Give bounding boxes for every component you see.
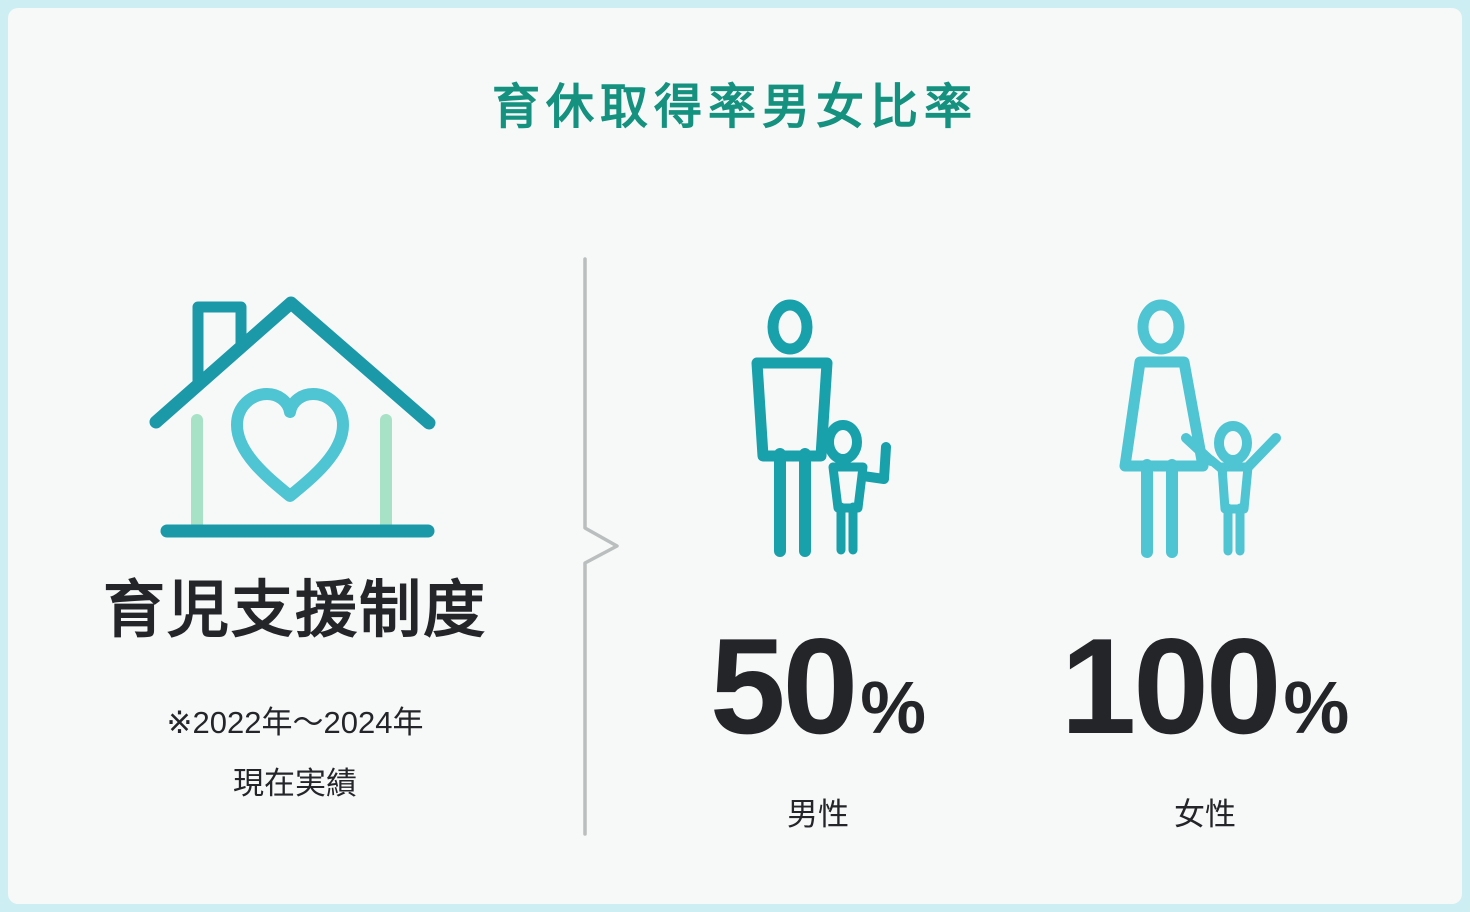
father-torso [751, 357, 833, 462]
mother-arm [1181, 433, 1216, 466]
child-head [1214, 421, 1252, 465]
heart-icon [231, 388, 349, 502]
divider-line [583, 257, 619, 836]
male-percent-sign: % [860, 666, 927, 749]
female-stat-label: 女性 [1174, 797, 1236, 832]
mother-dress [1119, 356, 1209, 472]
mother-and-child-icon [1119, 299, 1281, 558]
child-arm-raised [1242, 433, 1281, 473]
child-torso [828, 462, 868, 513]
child-arm-raised [858, 442, 891, 484]
divider-arrow [583, 257, 619, 836]
note-line-1: ※2022年〜2024年 [166, 705, 424, 740]
note-line-2: 現在実績 [233, 766, 357, 801]
chimney-shape [192, 301, 247, 386]
male-percentage: 50 [709, 610, 858, 762]
child-arm-to-mother [1206, 455, 1228, 475]
page-title: 育休取得率男女比率 [491, 81, 978, 134]
female-percentage: 100 [1060, 610, 1282, 762]
program-note: ※2022年〜2024年 現在実績 [35, 692, 555, 814]
roof-shape [149, 296, 436, 430]
program-heading: 育児支援制度 [102, 576, 487, 645]
male-stat-label: 男性 [787, 797, 849, 832]
father-head [767, 299, 813, 355]
male-stat-value: 50 % [686, 618, 950, 754]
child-head [824, 420, 862, 464]
mother-head [1137, 299, 1185, 355]
father-and-child-icon [751, 299, 891, 557]
female-percent-sign: % [1283, 666, 1350, 749]
house-heart-icon [149, 296, 436, 538]
female-stat-value: 100 % [1040, 618, 1370, 754]
